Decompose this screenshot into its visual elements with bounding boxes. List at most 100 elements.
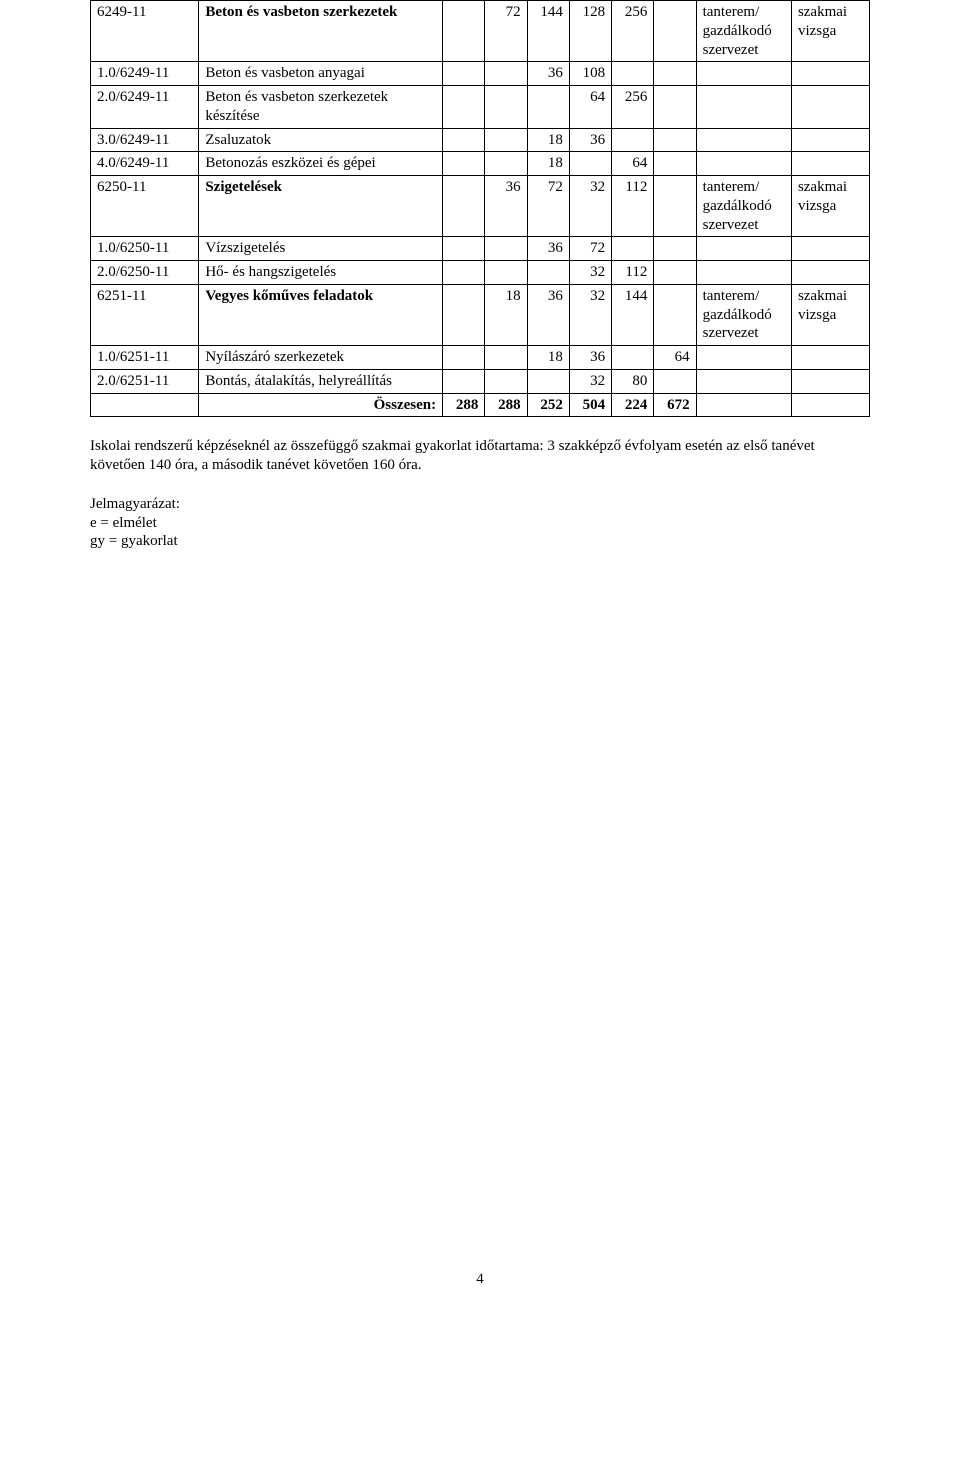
row-num-2 [527,261,569,285]
row-num-5 [654,152,696,176]
row-note [696,261,791,285]
row-num-3: 36 [569,128,611,152]
row-num-0 [443,284,485,345]
table-row: 4.0/6249-11Betonozás eszközei és gépei18… [91,152,870,176]
row-num-5 [654,128,696,152]
row-num-1 [485,369,527,393]
row-num-0 [443,237,485,261]
row-num-5 [654,176,696,237]
curriculum-table: 6249-11Beton és vasbeton szerkezetek7214… [90,0,870,417]
row-num-2: 144 [527,1,569,62]
table-row: 6251-11Vegyes kőműves feladatok183632144… [91,284,870,345]
note-paragraph: Iskolai rendszerű képzéseknél az összefü… [90,437,870,475]
row-num-1 [485,237,527,261]
row-name: Nyílászáró szerkezetek [199,346,443,370]
row-code: 2.0/6251-11 [91,369,199,393]
row-name: Vegyes kőműves feladatok [199,284,443,345]
table-row: 2.0/6251-11Bontás, átalakítás, helyreáll… [91,369,870,393]
row-num-2: 18 [527,152,569,176]
row-num-2: 36 [527,284,569,345]
row-num-1 [485,261,527,285]
row-name: Beton és vasbeton szerkezetek készítése [199,86,443,129]
row-num-0 [443,62,485,86]
totals-num-0: 288 [443,393,485,417]
table-row: 6249-11Beton és vasbeton szerkezetek 7214… [91,1,870,62]
row-name: Vízszigetelés [199,237,443,261]
row-num-0 [443,152,485,176]
row-exam: szakmaivizsga [791,284,869,345]
row-exam [791,369,869,393]
totals-num-4: 224 [612,393,654,417]
row-num-5: 64 [654,346,696,370]
row-num-0 [443,176,485,237]
totals-num-3: 504 [569,393,611,417]
row-num-1: 72 [485,1,527,62]
legend-gy: gy = gyakorlat [90,532,870,551]
row-num-5 [654,284,696,345]
row-name: Betonozás eszközei és gépei [199,152,443,176]
row-name: Bontás, átalakítás, helyreállítás [199,369,443,393]
page-number: 4 [90,1271,870,1288]
row-num-0 [443,261,485,285]
row-num-2: 72 [527,176,569,237]
row-name: Hő- és hangszigetelés [199,261,443,285]
row-num-5 [654,86,696,129]
row-num-1 [485,346,527,370]
row-num-2: 36 [527,62,569,86]
totals-num-1: 288 [485,393,527,417]
legend-e: e = elmélet [90,514,870,533]
row-num-1 [485,152,527,176]
row-num-2: 18 [527,346,569,370]
row-num-5 [654,237,696,261]
row-name: Zsaluzatok [199,128,443,152]
row-num-1 [485,86,527,129]
table-row: 1.0/6249-11Beton és vasbeton anyagai3610… [91,62,870,86]
totals-num-5: 672 [654,393,696,417]
row-num-3: 32 [569,369,611,393]
row-note [696,128,791,152]
table-row: 2.0/6249-11Beton és vasbeton szerkezetek… [91,86,870,129]
row-exam [791,128,869,152]
row-num-2 [527,369,569,393]
row-num-0 [443,1,485,62]
row-exam [791,261,869,285]
row-exam [791,62,869,86]
totals-note [696,393,791,417]
totals-row: Összesen:288288252504224672 [91,393,870,417]
row-num-0 [443,346,485,370]
row-num-4 [612,62,654,86]
row-num-1 [485,128,527,152]
row-code: 6251-11 [91,284,199,345]
row-num-4: 112 [612,261,654,285]
row-num-4: 112 [612,176,654,237]
row-name: Beton és vasbeton szerkezetek [199,1,443,62]
row-num-3: 32 [569,284,611,345]
row-name: Szigetelések [199,176,443,237]
row-exam: szakmaivizsga [791,176,869,237]
row-note: tanterem/gazdálkodószervezet [696,1,791,62]
row-exam [791,152,869,176]
row-num-0 [443,128,485,152]
row-num-3: 72 [569,237,611,261]
row-note [696,346,791,370]
row-code: 3.0/6249-11 [91,128,199,152]
table-row: 6250-11Szigetelések367232112tanterem/gaz… [91,176,870,237]
row-num-3: 128 [569,1,611,62]
row-code: 6249-11 [91,1,199,62]
row-note [696,86,791,129]
row-exam: szakmaivizsga [791,1,869,62]
table-row: 2.0/6250-11Hő- és hangszigetelés32112 [91,261,870,285]
row-exam [791,86,869,129]
row-num-4: 80 [612,369,654,393]
row-num-3 [569,152,611,176]
table-row: 3.0/6249-11Zsaluzatok1836 [91,128,870,152]
row-num-0 [443,86,485,129]
row-num-3: 108 [569,62,611,86]
legend-block: Jelmagyarázat: e = elmélet gy = gyakorla… [90,495,870,551]
row-num-1: 36 [485,176,527,237]
totals-num-2: 252 [527,393,569,417]
row-code: 1.0/6249-11 [91,62,199,86]
row-num-5 [654,62,696,86]
row-num-4 [612,346,654,370]
table-row: 1.0/6250-11Vízszigetelés3672 [91,237,870,261]
